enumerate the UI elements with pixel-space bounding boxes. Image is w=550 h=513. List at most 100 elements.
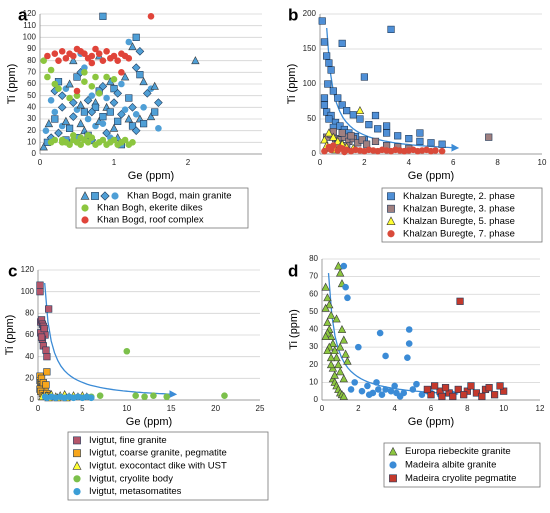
- data-point: [365, 121, 373, 129]
- data-point: [329, 132, 338, 141]
- data-point: [327, 66, 335, 74]
- data-point: [44, 52, 51, 60]
- data-point: [347, 132, 355, 140]
- data-point: [500, 387, 508, 395]
- data-point: [42, 346, 50, 354]
- x-tick-label: 0: [318, 158, 323, 167]
- y-tick-label: 80: [25, 308, 34, 317]
- series-5: [41, 393, 95, 402]
- data-point: [135, 47, 145, 56]
- data-point: [427, 391, 435, 399]
- data-point: [113, 89, 123, 98]
- data-point: [334, 261, 343, 270]
- legend-label: Khan Bogd, roof complex: [97, 215, 204, 226]
- y-tick-label: 200: [303, 9, 317, 18]
- data-point: [321, 332, 330, 340]
- legend-label: Ivigtut, fine granite: [89, 435, 167, 446]
- y-tick-label: 10: [27, 137, 36, 146]
- data-point: [490, 391, 499, 399]
- data-point: [140, 120, 148, 128]
- legend-box: [67, 431, 269, 501]
- data-point: [335, 367, 345, 376]
- data-point: [147, 13, 155, 20]
- data-point: [326, 353, 336, 362]
- data-point: [154, 98, 163, 107]
- data-point: [62, 55, 70, 62]
- data-point: [128, 42, 137, 51]
- y-tick-label: 100: [303, 79, 317, 88]
- data-point: [69, 56, 78, 65]
- data-point: [449, 392, 457, 401]
- data-point: [129, 139, 136, 146]
- legend-marker: [73, 449, 81, 458]
- panel-label: d: [288, 261, 298, 280]
- data-point: [65, 79, 74, 88]
- x-tick-label: 6: [429, 404, 434, 413]
- y-tick-label: 40: [27, 102, 36, 111]
- y-tick-label: 30: [309, 342, 318, 351]
- data-point: [416, 137, 424, 146]
- data-point: [36, 288, 44, 296]
- data-point: [325, 115, 333, 123]
- data-point: [76, 100, 85, 109]
- x-tick-label: 20: [211, 404, 220, 413]
- data-point: [47, 66, 55, 74]
- data-point: [41, 393, 49, 401]
- legend-label: Khalzan Buregte, 3. phase: [403, 203, 515, 214]
- data-point: [37, 333, 46, 341]
- legend-marker: [100, 191, 110, 201]
- x-tick-label: 10: [122, 404, 131, 413]
- y-axis-label: Ti (ppm): [4, 315, 16, 356]
- x-tick-label: 10: [499, 404, 508, 413]
- data-point: [409, 386, 417, 393]
- legend-marker: [81, 216, 89, 224]
- data-point: [330, 370, 339, 379]
- legend-label: Khan Bogh, ekerite dikes: [97, 203, 203, 214]
- data-point: [40, 324, 48, 333]
- data-point: [332, 314, 341, 323]
- data-point: [323, 346, 332, 355]
- data-point: [95, 90, 103, 97]
- legend-label: Madeira cryolite pegmatite: [405, 473, 516, 484]
- chart-panel-d: d 0 10 20 30 40 50 60 70 80 0 2 4 6 8 10 12 Ge (ppm) Ti (p…: [288, 254, 545, 488]
- data-point: [339, 391, 348, 400]
- data-point: [61, 116, 71, 125]
- data-point: [87, 107, 97, 117]
- data-point: [110, 76, 118, 83]
- data-point: [332, 353, 341, 362]
- data-point: [394, 132, 402, 140]
- data-point: [40, 57, 47, 64]
- y-tick-label: 0: [32, 149, 37, 158]
- legend-marker: [387, 230, 395, 238]
- data-point: [328, 339, 338, 348]
- data-point: [39, 142, 48, 151]
- data-point: [356, 115, 364, 123]
- data-point: [496, 382, 504, 390]
- data-point: [42, 127, 50, 134]
- data-point: [88, 52, 96, 60]
- data-point: [371, 137, 380, 146]
- data-point: [323, 317, 332, 326]
- data-point: [99, 57, 107, 64]
- x-tick-label: 2: [186, 158, 191, 167]
- x-tick-label: 4: [407, 158, 412, 167]
- data-point: [320, 135, 329, 144]
- data-point: [320, 101, 329, 109]
- legend-marker: [80, 191, 90, 200]
- x-tick-label: 0: [38, 158, 43, 167]
- legend-label: Khalzan Buregte, 2. phase: [403, 191, 515, 202]
- data-point: [365, 391, 373, 399]
- data-point: [382, 386, 389, 393]
- series-1: [39, 12, 200, 151]
- data-point: [146, 112, 156, 121]
- data-point: [70, 132, 77, 139]
- data-point: [114, 57, 121, 64]
- data-point: [373, 379, 380, 386]
- data-point: [81, 78, 88, 85]
- data-point: [136, 71, 144, 79]
- data-point: [221, 392, 228, 399]
- data-point: [150, 81, 159, 90]
- x-tick-label: 2: [362, 158, 367, 167]
- y-tick-label: 10: [309, 377, 318, 386]
- data-point: [413, 380, 420, 388]
